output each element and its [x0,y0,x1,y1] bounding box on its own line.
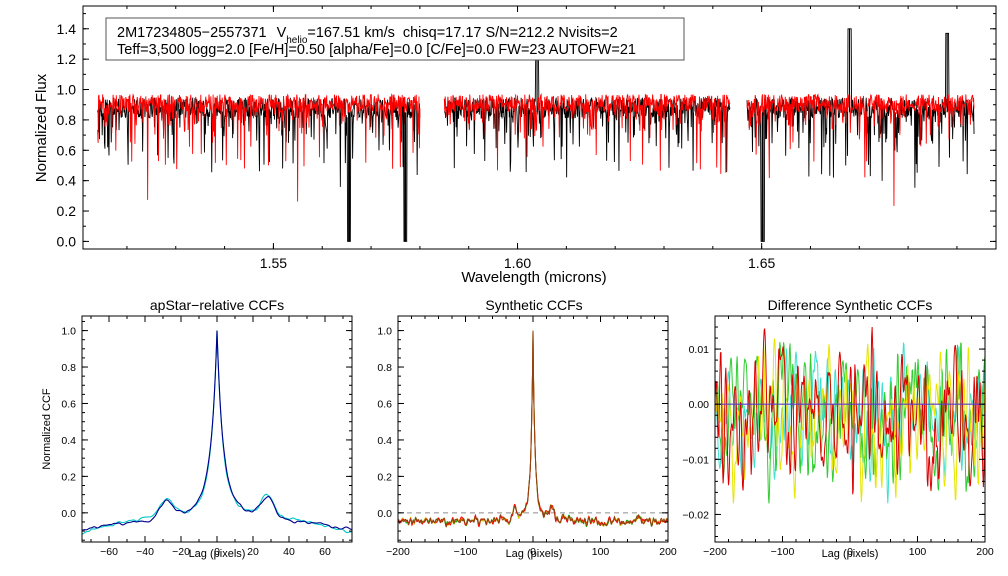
apstar-ccf-xtick-label: 20 [247,546,259,558]
synthetic-ccf-xlabel: Lag (pixels) [506,548,563,560]
difference-ccf-ytick-label: 0.01 [689,344,710,356]
spectrum-panel: 1.55 1.60 1.65 0.0 0.2 0.4 0.6 0.8 1.0 1.2 1.4 2M1… [33,5,997,286]
difference-ccf-series-green [715,341,985,504]
difference-ccf-ytick-label: 0.00 [689,399,710,411]
synthetic-ccf-ytick-label: 0.6 [377,398,392,410]
spectrum-ytick-label: 1.2 [57,51,77,67]
synthetic-ccf-series-brown [398,330,668,528]
apstar-ccf-ytick-label: 0.2 [61,471,76,483]
difference-ccf-xtick-label: 100 [909,546,927,558]
apstar-ccf-ytick-label: 0.6 [61,398,76,410]
synthetic-ccf-ytick-label: 1.0 [377,326,392,338]
spectrum-xtick-label: 1.60 [504,255,531,271]
synthetic-ccf-ytick-label: 0.0 [377,508,392,520]
apstar-ccf-ytick-label: 0.0 [61,508,76,520]
difference-ccf-series-cyan [715,342,985,504]
apstar-ccf-xtick-label: 40 [283,546,295,558]
difference-ccf-xtick-label: −100 [771,546,795,558]
v-symbol: V [277,25,287,41]
synthetic-ccf-title: Synthetic CCFs [485,297,582,313]
annotation-line-1: 2M17234805−2557371 Vhelio=167.51 km/s chis… [117,25,618,46]
spectrum-ticks: 1.55 1.60 1.65 0.0 0.2 0.4 0.6 0.8 1.0 1.2 1.4 [57,6,996,271]
apstar-ccf-ytick-label: 0.8 [61,362,76,374]
spectrum-axes-frame [82,5,997,250]
spectrum-ytick-label: 0.0 [57,233,77,249]
apstar-ccf-axes-frame [81,315,353,543]
spectrum-series-observed [97,28,975,242]
apstar-ccf-xlabel: Lag (pixels) [189,548,246,560]
difference-ccf-data-layer [715,326,985,504]
apstar-ccf-panel: apStar−relative CCFs −60 −40 −20 0 20 40 60 0.0… [41,297,353,560]
synthetic-ccf-xtick-label: −100 [454,546,478,558]
synthetic-ccf-ytick-label: 0.8 [377,362,392,374]
apstar-ccf-ylabel: Normalized CCF [41,388,53,470]
spectrum-xlabel: Wavelength (microns) [461,269,606,286]
synthetic-ccf-ticks: −200 −100 0 100 200 0.0 0.2 0.4 0.6 0.8 1.0 [377,316,677,558]
synthetic-ccf-data-layer [398,330,668,528]
apstar-ccf-ytick-label: 0.4 [61,435,76,447]
difference-ccf-ytick-label: −0.02 [682,509,709,521]
v-helio-value: =167.51 km/s [307,25,394,41]
apstar-ccf-xtick-label: −40 [136,546,154,558]
difference-ccf-xtick-label: 200 [976,546,994,558]
apstar-ccf-ytick-label: 1.0 [61,326,76,338]
apstar-ccf-data-layer [82,330,352,535]
synthetic-ccf-xtick-label: 100 [592,546,610,558]
spectrum-data-layer [97,28,975,242]
difference-ccf-panel: Difference Synthetic CCFs −200 −100 0 100 20… [682,297,993,560]
apstar-ccf-series-1 [82,330,352,531]
synthetic-ccf-xtick-label: 200 [659,546,677,558]
difference-ccf-ytick-label: −0.01 [682,454,709,466]
apstar-ccf-xtick-label: 0 [214,546,220,558]
synthetic-ccf-panel: Synthetic CCFs −200 −100 0 100 200 0.0 0.2 0.4 0… [377,297,677,560]
apstar-ccf-ticks: −60 −40 −20 0 20 40 60 0.0 0.2 0.4 0.6 0.8 1.0 [61,316,352,558]
spectrum-ytick-label: 0.2 [57,203,77,219]
spectrum-ytick-label: 1.0 [57,82,77,98]
v-subscript: helio [286,35,308,46]
synthetic-ccf-xtick-label: 0 [530,546,536,558]
synthetic-ccf-ytick-label: 0.4 [377,435,392,447]
apstar-ccf-xtick-label: −20 [172,546,190,558]
apstar-ccf-series-0 [82,330,352,535]
difference-ccf-xlabel: Lag (pixels) [822,548,879,560]
difference-ccf-xtick-label: −200 [703,546,727,558]
annotation-box [105,17,685,61]
synthetic-ccf-xtick-label: −200 [386,546,410,558]
spectrum-xtick-label: 1.55 [260,255,287,271]
spectrum-ytick-label: 0.4 [57,173,77,189]
apstar-ccf-xtick-label: 60 [319,546,331,558]
fit-stats: chisq=17.17 S/N=212.2 Nvisits=2 [403,25,618,41]
spectrum-ytick-label: 0.6 [57,142,77,158]
spectrum-ylabel: Normalized Flux [33,73,50,182]
difference-ccf-ticks: −200 −100 0 100 200 −0.02 −0.01 0.00 0.01 [682,315,994,558]
annotation-line-2: Teff=3,500 logg=2.0 [Fe/H]=0.50 [alpha/F… [117,42,636,58]
synthetic-ccf-ytick-label: 0.2 [377,471,392,483]
difference-ccf-xtick-label: 0 [847,546,853,558]
apstar-ccf-xtick-label: −60 [100,546,118,558]
difference-ccf-series-red [715,326,985,495]
star-id: 2M17234805−2557371 [117,25,267,41]
spectrum-xtick-label: 1.65 [748,255,775,271]
apstar-ccf-title: apStar−relative CCFs [150,297,284,313]
difference-ccf-title: Difference Synthetic CCFs [768,297,933,313]
spectrum-series-model [97,92,975,206]
spectrum-ytick-label: 1.4 [57,21,77,37]
spectrum-ytick-label: 0.8 [57,112,77,128]
